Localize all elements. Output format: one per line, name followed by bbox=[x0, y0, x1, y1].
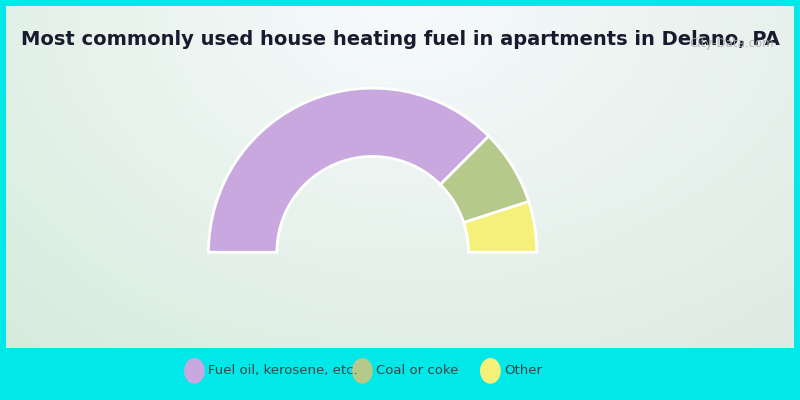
Text: City-Data.com: City-Data.com bbox=[690, 37, 774, 50]
Wedge shape bbox=[209, 88, 489, 252]
Text: Other: Other bbox=[504, 364, 542, 377]
Ellipse shape bbox=[480, 358, 501, 384]
Ellipse shape bbox=[352, 358, 373, 384]
Wedge shape bbox=[440, 136, 529, 223]
Text: Coal or coke: Coal or coke bbox=[376, 364, 458, 377]
Text: Most commonly used house heating fuel in apartments in Delano, PA: Most commonly used house heating fuel in… bbox=[21, 30, 779, 49]
Ellipse shape bbox=[184, 358, 205, 384]
Wedge shape bbox=[464, 202, 537, 252]
Text: Fuel oil, kerosene, etc.: Fuel oil, kerosene, etc. bbox=[208, 364, 358, 377]
